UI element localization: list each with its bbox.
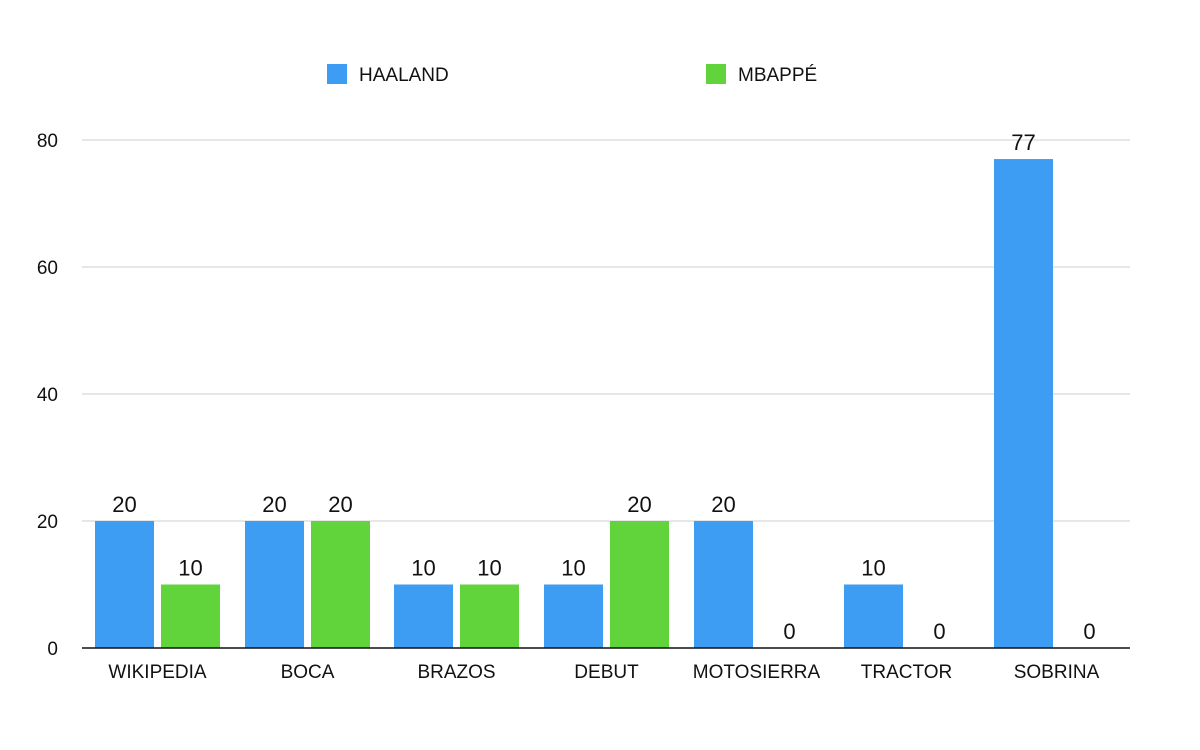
bar-haaland-sobrina bbox=[994, 159, 1053, 649]
bar-mbapp-wikipedia bbox=[161, 584, 220, 648]
x-tick-label: MOTOSIERRA bbox=[693, 662, 821, 683]
x-tick-label: WIKIPEDIA bbox=[108, 662, 207, 683]
y-tick-label: 20 bbox=[37, 512, 58, 533]
y-axis: 0 20 40 60 80 bbox=[37, 131, 58, 660]
bars bbox=[95, 159, 1053, 649]
data-label: 10 bbox=[861, 556, 885, 581]
x-tick-label: TRACTOR bbox=[861, 662, 952, 683]
data-label: 20 bbox=[711, 492, 735, 517]
data-label: 20 bbox=[328, 492, 352, 517]
legend-swatch bbox=[706, 64, 726, 84]
data-label: 10 bbox=[178, 556, 202, 581]
data-label: 77 bbox=[1011, 130, 1035, 155]
y-tick-label: 60 bbox=[37, 258, 58, 279]
bar-haaland-wikipedia bbox=[95, 521, 154, 648]
legend: HAALAND MBAPPÉ bbox=[327, 64, 817, 86]
x-tick-label: SOBRINA bbox=[1014, 662, 1100, 683]
y-tick-label: 80 bbox=[37, 131, 58, 152]
data-label: 10 bbox=[561, 556, 585, 581]
x-axis: WIKIPEDIA BOCA BRAZOS DEBUT MOTOSIERRA TRACTO… bbox=[82, 647, 1130, 683]
data-labels: 20 20 10 10 20 10 77 10 20 10 20 0 0 0 bbox=[112, 130, 1095, 644]
data-label: 0 bbox=[783, 619, 795, 644]
data-label: 20 bbox=[112, 492, 136, 517]
bar-haaland-debut bbox=[544, 584, 603, 648]
x-tick-label: BRAZOS bbox=[417, 662, 495, 683]
bar-mbapp-boca bbox=[311, 521, 370, 648]
data-label: 20 bbox=[627, 492, 651, 517]
y-tick-label: 0 bbox=[47, 639, 58, 660]
legend-swatch bbox=[327, 64, 347, 84]
bar-haaland-brazos bbox=[394, 584, 453, 648]
x-tick-label: DEBUT bbox=[574, 662, 639, 683]
bar-mbapp-debut bbox=[610, 521, 669, 648]
gridlines bbox=[82, 139, 1130, 522]
data-label: 10 bbox=[477, 556, 501, 581]
bar-haaland-tractor bbox=[844, 584, 903, 648]
bar-mbapp-brazos bbox=[460, 584, 519, 648]
legend-label: HAALAND bbox=[359, 65, 449, 86]
data-label: 10 bbox=[411, 556, 435, 581]
data-label: 0 bbox=[1083, 619, 1095, 644]
data-label: 0 bbox=[933, 619, 945, 644]
x-tick-label: BOCA bbox=[281, 662, 335, 683]
bar-haaland-boca bbox=[245, 521, 304, 648]
y-tick-label: 40 bbox=[37, 385, 58, 406]
legend-label: MBAPPÉ bbox=[738, 65, 817, 86]
data-label: 20 bbox=[262, 492, 286, 517]
bar-haaland-motosierra bbox=[694, 521, 753, 648]
